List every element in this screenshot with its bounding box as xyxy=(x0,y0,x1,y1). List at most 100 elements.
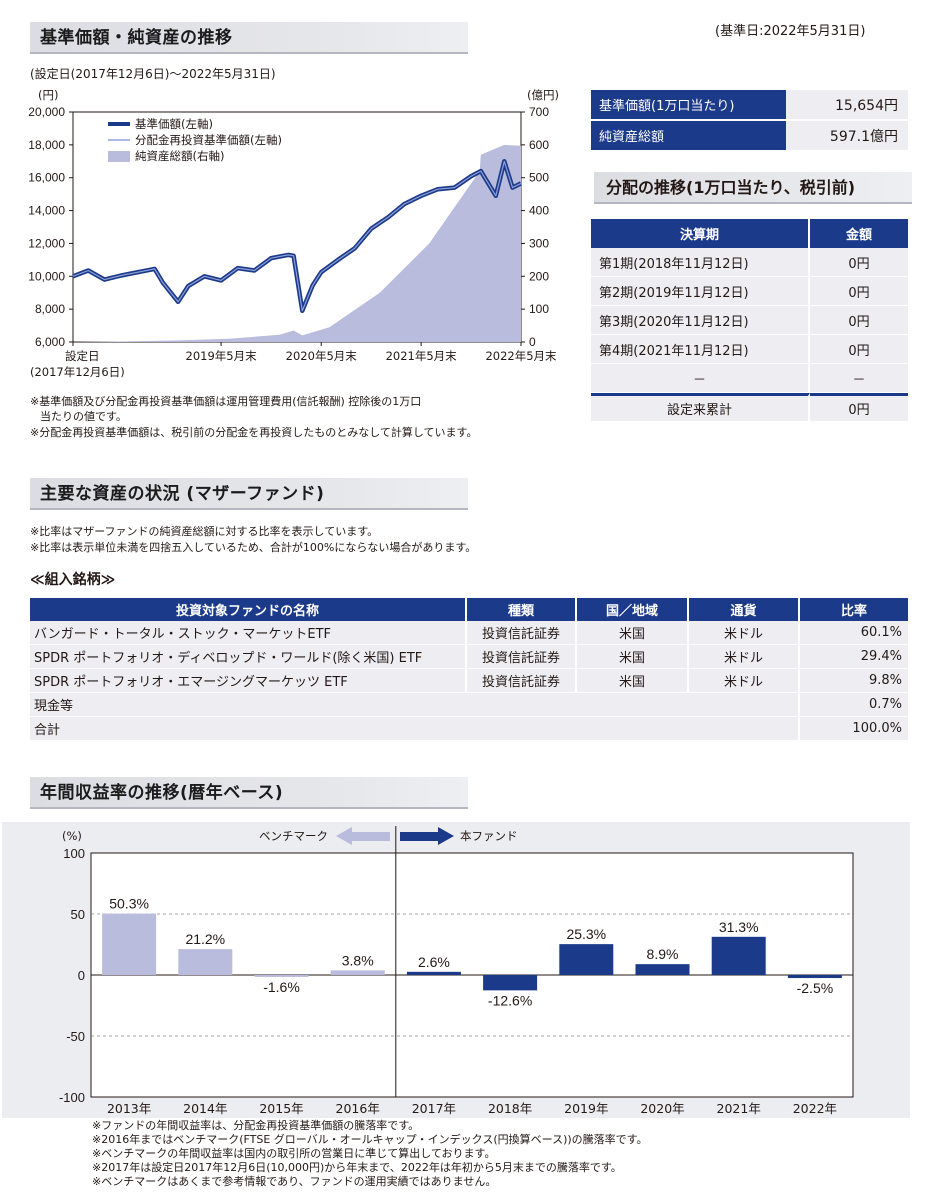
summary-label: 純資産総額 xyxy=(591,121,786,152)
holding-ratio: 29.4% xyxy=(800,645,908,669)
legend-label: 基準価額(左軸) xyxy=(135,117,213,131)
summary-table: 基準価額(1万口当たり) 15,654円 純資産総額 597.1億円 xyxy=(591,90,908,152)
nav-note-2: ※分配金再投資基準価額は、税引前の分配金を再投資したものとみなして計算しています… xyxy=(30,426,478,439)
holding-ratio: 9.8% xyxy=(800,669,908,693)
returns-note: ※ベンチマークの年間収益率は国内の取引所の営業日に準じて算出しております。 xyxy=(92,1147,496,1160)
returns-x-label: 2020年 xyxy=(640,1101,684,1116)
holding-name: バンガード・トータル・ストック・マーケットETF xyxy=(30,621,467,645)
legend-label: 純資産総額(右軸) xyxy=(135,149,224,163)
reinvested-nav-line xyxy=(72,160,522,312)
returns-value-label: 50.3% xyxy=(109,896,149,912)
returns-value-label: 2.6% xyxy=(418,954,450,970)
table-row: バンガード・トータル・ストック・マーケットETF 投資信託証券 米国 米ドル 6… xyxy=(30,621,908,645)
table-row-total: 設定来累計 0円 xyxy=(591,393,908,422)
returns-note: ※ファンドの年間収益率は、分配金再投資基準価額の騰落率です。 xyxy=(92,1119,420,1132)
dist-amount: 0円 xyxy=(810,277,908,306)
dist-header-period: 決算期 xyxy=(591,219,810,248)
dist-period: 第1期(2018年11月12日) xyxy=(591,248,810,277)
summary-value: 597.1億円 xyxy=(786,121,908,152)
right-tick-label: 100 xyxy=(529,302,549,316)
base-date: (基準日:2022年5月31日) xyxy=(715,24,866,39)
returns-value-label: 8.9% xyxy=(647,946,679,962)
returns-bar xyxy=(559,944,614,975)
returns-value-label: -2.5% xyxy=(797,980,834,996)
dist-period: 第3期(2020年11月12日) xyxy=(591,306,810,335)
holdings-title: ≪組入銘柄≫ xyxy=(30,572,116,588)
fund-label: 本ファンド xyxy=(460,829,518,843)
returns-tick-label: -100 xyxy=(59,1090,85,1105)
nav-note-1b: 当たりの値です。 xyxy=(40,410,127,423)
table-row: 第3期(2020年11月12日) 0円 xyxy=(591,306,908,335)
dist-amount: 0円 xyxy=(810,248,908,277)
holding-type: 投資信託証券 xyxy=(467,669,577,693)
returns-value-label: -1.6% xyxy=(263,979,300,995)
right-tick-label: 400 xyxy=(529,204,549,218)
distribution-title: 分配の推移(1万口当たり、税引前) xyxy=(594,172,912,204)
left-tick-label: 14,000 xyxy=(28,204,65,218)
returns-tick-label: 0 xyxy=(78,968,85,983)
holdings-header-currency: 通貨 xyxy=(689,598,800,621)
dist-total-amount: 0円 xyxy=(810,393,908,422)
chart-period: (設定日(2017年12月6日)～2022年5月31日) xyxy=(30,67,276,81)
left-axis-unit: (円) xyxy=(38,88,58,102)
dist-total-label: 設定来累計 xyxy=(591,393,810,422)
returns-note: ※2017年は設定日2017年12月6日(10,000円)から年末まで、2022… xyxy=(92,1161,622,1174)
holding-country: 米国 xyxy=(577,621,689,645)
returns-note: ※ベンチマークはあくまで参考情報であり、ファンドの運用実績ではありません。 xyxy=(92,1175,497,1188)
returns-tick-label: -50 xyxy=(66,1029,85,1044)
returns-tick-label: 100 xyxy=(63,846,85,861)
dist-period: 第4期(2021年11月12日) xyxy=(591,335,810,364)
table-row: 第1期(2018年11月12日) 0円 xyxy=(591,248,908,277)
returns-value-label: 3.8% xyxy=(342,952,374,968)
returns-x-label: 2016年 xyxy=(336,1101,380,1116)
cash-label: 現金等 xyxy=(30,693,800,717)
right-axis-unit: (億円) xyxy=(527,88,559,102)
returns-value-label: 21.2% xyxy=(185,931,225,947)
holding-type: 投資信託証券 xyxy=(467,645,577,669)
holding-country: 米国 xyxy=(577,645,689,669)
returns-tick-label: 50 xyxy=(71,907,85,922)
table-row: 第2期(2019年11月12日) 0円 xyxy=(591,277,908,306)
returns-bar xyxy=(787,975,842,979)
returns-y-unit: (%) xyxy=(62,829,82,843)
returns-value-label: 31.3% xyxy=(719,919,759,935)
holding-currency: 米ドル xyxy=(689,621,800,645)
returns-bar xyxy=(711,936,766,975)
table-row: －－ xyxy=(591,364,908,393)
dist-amount: 0円 xyxy=(810,306,908,335)
dist-header-amount: 金額 xyxy=(810,219,908,248)
holdings-header-name: 投資対象ファンドの名称 xyxy=(30,598,467,621)
x-tick-label: 2020年5月末 xyxy=(286,349,358,363)
returns-bar xyxy=(406,971,461,975)
returns-bar xyxy=(483,975,538,991)
summary-row: 基準価額(1万口当たり) 15,654円 xyxy=(591,90,908,121)
legend-swatch-net-assets xyxy=(108,151,130,162)
left-tick-label: 8,000 xyxy=(35,302,65,316)
holding-name: SPDR ポートフォリオ・エマージングマーケッツ ETF xyxy=(30,669,467,693)
net-assets-area xyxy=(73,144,521,342)
left-tick-label: 16,000 xyxy=(28,171,65,185)
returns-x-label: 2014年 xyxy=(183,1101,227,1116)
holdings-total-ratio: 100.0% xyxy=(800,717,908,741)
returns-x-label: 2015年 xyxy=(259,1101,303,1116)
returns-x-label: 2022年 xyxy=(793,1101,837,1116)
right-tick-label: 300 xyxy=(529,236,549,250)
section-title-returns: 年間収益率の推移(暦年ベース) xyxy=(30,777,468,809)
returns-x-label: 2019年 xyxy=(564,1101,608,1116)
cash-ratio: 0.7% xyxy=(800,693,908,717)
returns-x-label: 2013年 xyxy=(107,1101,151,1116)
table-row-total: 合計 100.0% xyxy=(30,717,908,741)
section-title-assets: 主要な資産の状況 (マザーファンド) xyxy=(30,478,468,510)
returns-bar xyxy=(330,970,385,975)
summary-value: 15,654円 xyxy=(786,90,908,121)
left-tick-label: 10,000 xyxy=(28,269,65,283)
nav-chart: (円) (億円) 20,000 18,000 16,000 14,000 12,000 10,… xyxy=(28,88,559,379)
table-row-cash: 現金等 0.7% xyxy=(30,693,908,717)
returns-note: ※2016年まではベンチマーク(FTSE グローバル・オールキャップ・インデック… xyxy=(92,1133,648,1146)
returns-bar xyxy=(635,964,690,975)
arrow-right-icon xyxy=(400,827,454,845)
x-tick-label: 2019年5月末 xyxy=(186,349,258,363)
right-tick-label: 600 xyxy=(529,138,549,152)
distribution-table: 決算期 金額 第1期(2018年11月12日) 0円 第2期(2019年11月12… xyxy=(591,219,908,422)
right-tick-label: 500 xyxy=(529,171,549,185)
